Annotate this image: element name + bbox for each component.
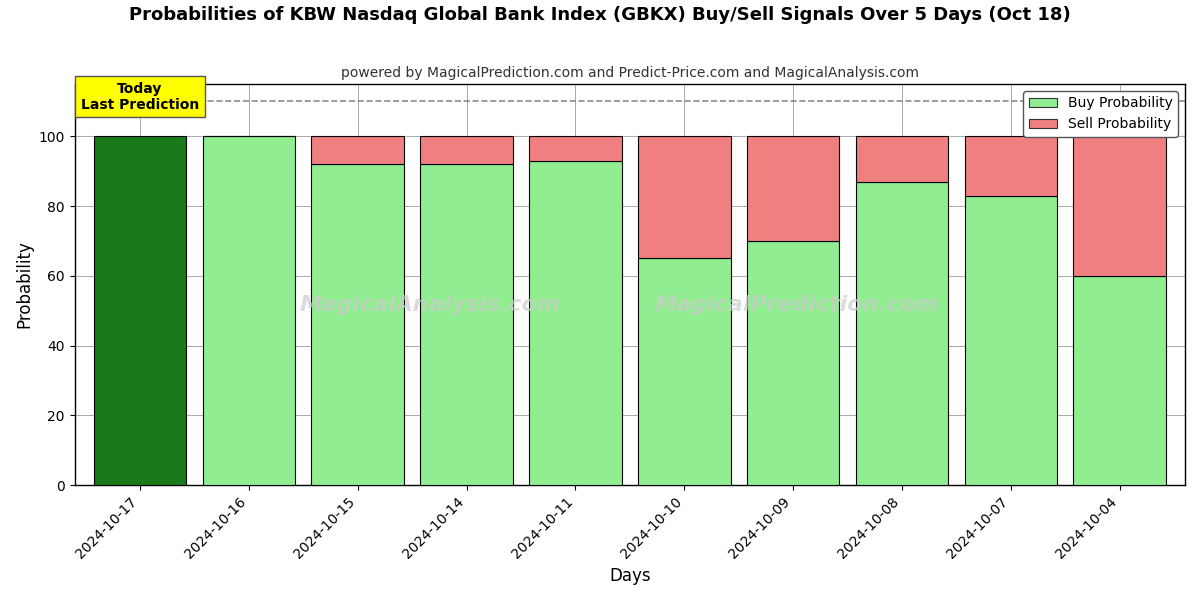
Bar <box>312 164 404 485</box>
Bar <box>1074 136 1166 276</box>
Bar <box>312 136 404 164</box>
X-axis label: Days: Days <box>610 567 650 585</box>
Bar <box>965 196 1057 485</box>
Title: powered by MagicalPrediction.com and Predict-Price.com and MagicalAnalysis.com: powered by MagicalPrediction.com and Pre… <box>341 66 919 80</box>
Bar <box>746 241 839 485</box>
Bar <box>856 182 948 485</box>
Bar <box>529 161 622 485</box>
Bar <box>746 136 839 241</box>
Legend: Buy Probability, Sell Probability: Buy Probability, Sell Probability <box>1024 91 1178 137</box>
Bar <box>420 136 512 164</box>
Bar <box>638 136 731 259</box>
Y-axis label: Probability: Probability <box>16 241 34 328</box>
Text: Today
Last Prediction: Today Last Prediction <box>80 82 199 112</box>
Bar <box>203 136 295 485</box>
Bar <box>638 259 731 485</box>
Bar <box>1074 276 1166 485</box>
Bar <box>529 136 622 161</box>
Text: Probabilities of KBW Nasdaq Global Bank Index (GBKX) Buy/Sell Signals Over 5 Day: Probabilities of KBW Nasdaq Global Bank … <box>130 6 1070 24</box>
Bar <box>856 136 948 182</box>
Bar <box>965 136 1057 196</box>
Bar <box>420 164 512 485</box>
Text: MagicalPrediction.com: MagicalPrediction.com <box>654 295 938 314</box>
Bar <box>94 136 186 485</box>
Text: MagicalAnalysis.com: MagicalAnalysis.com <box>300 295 560 314</box>
